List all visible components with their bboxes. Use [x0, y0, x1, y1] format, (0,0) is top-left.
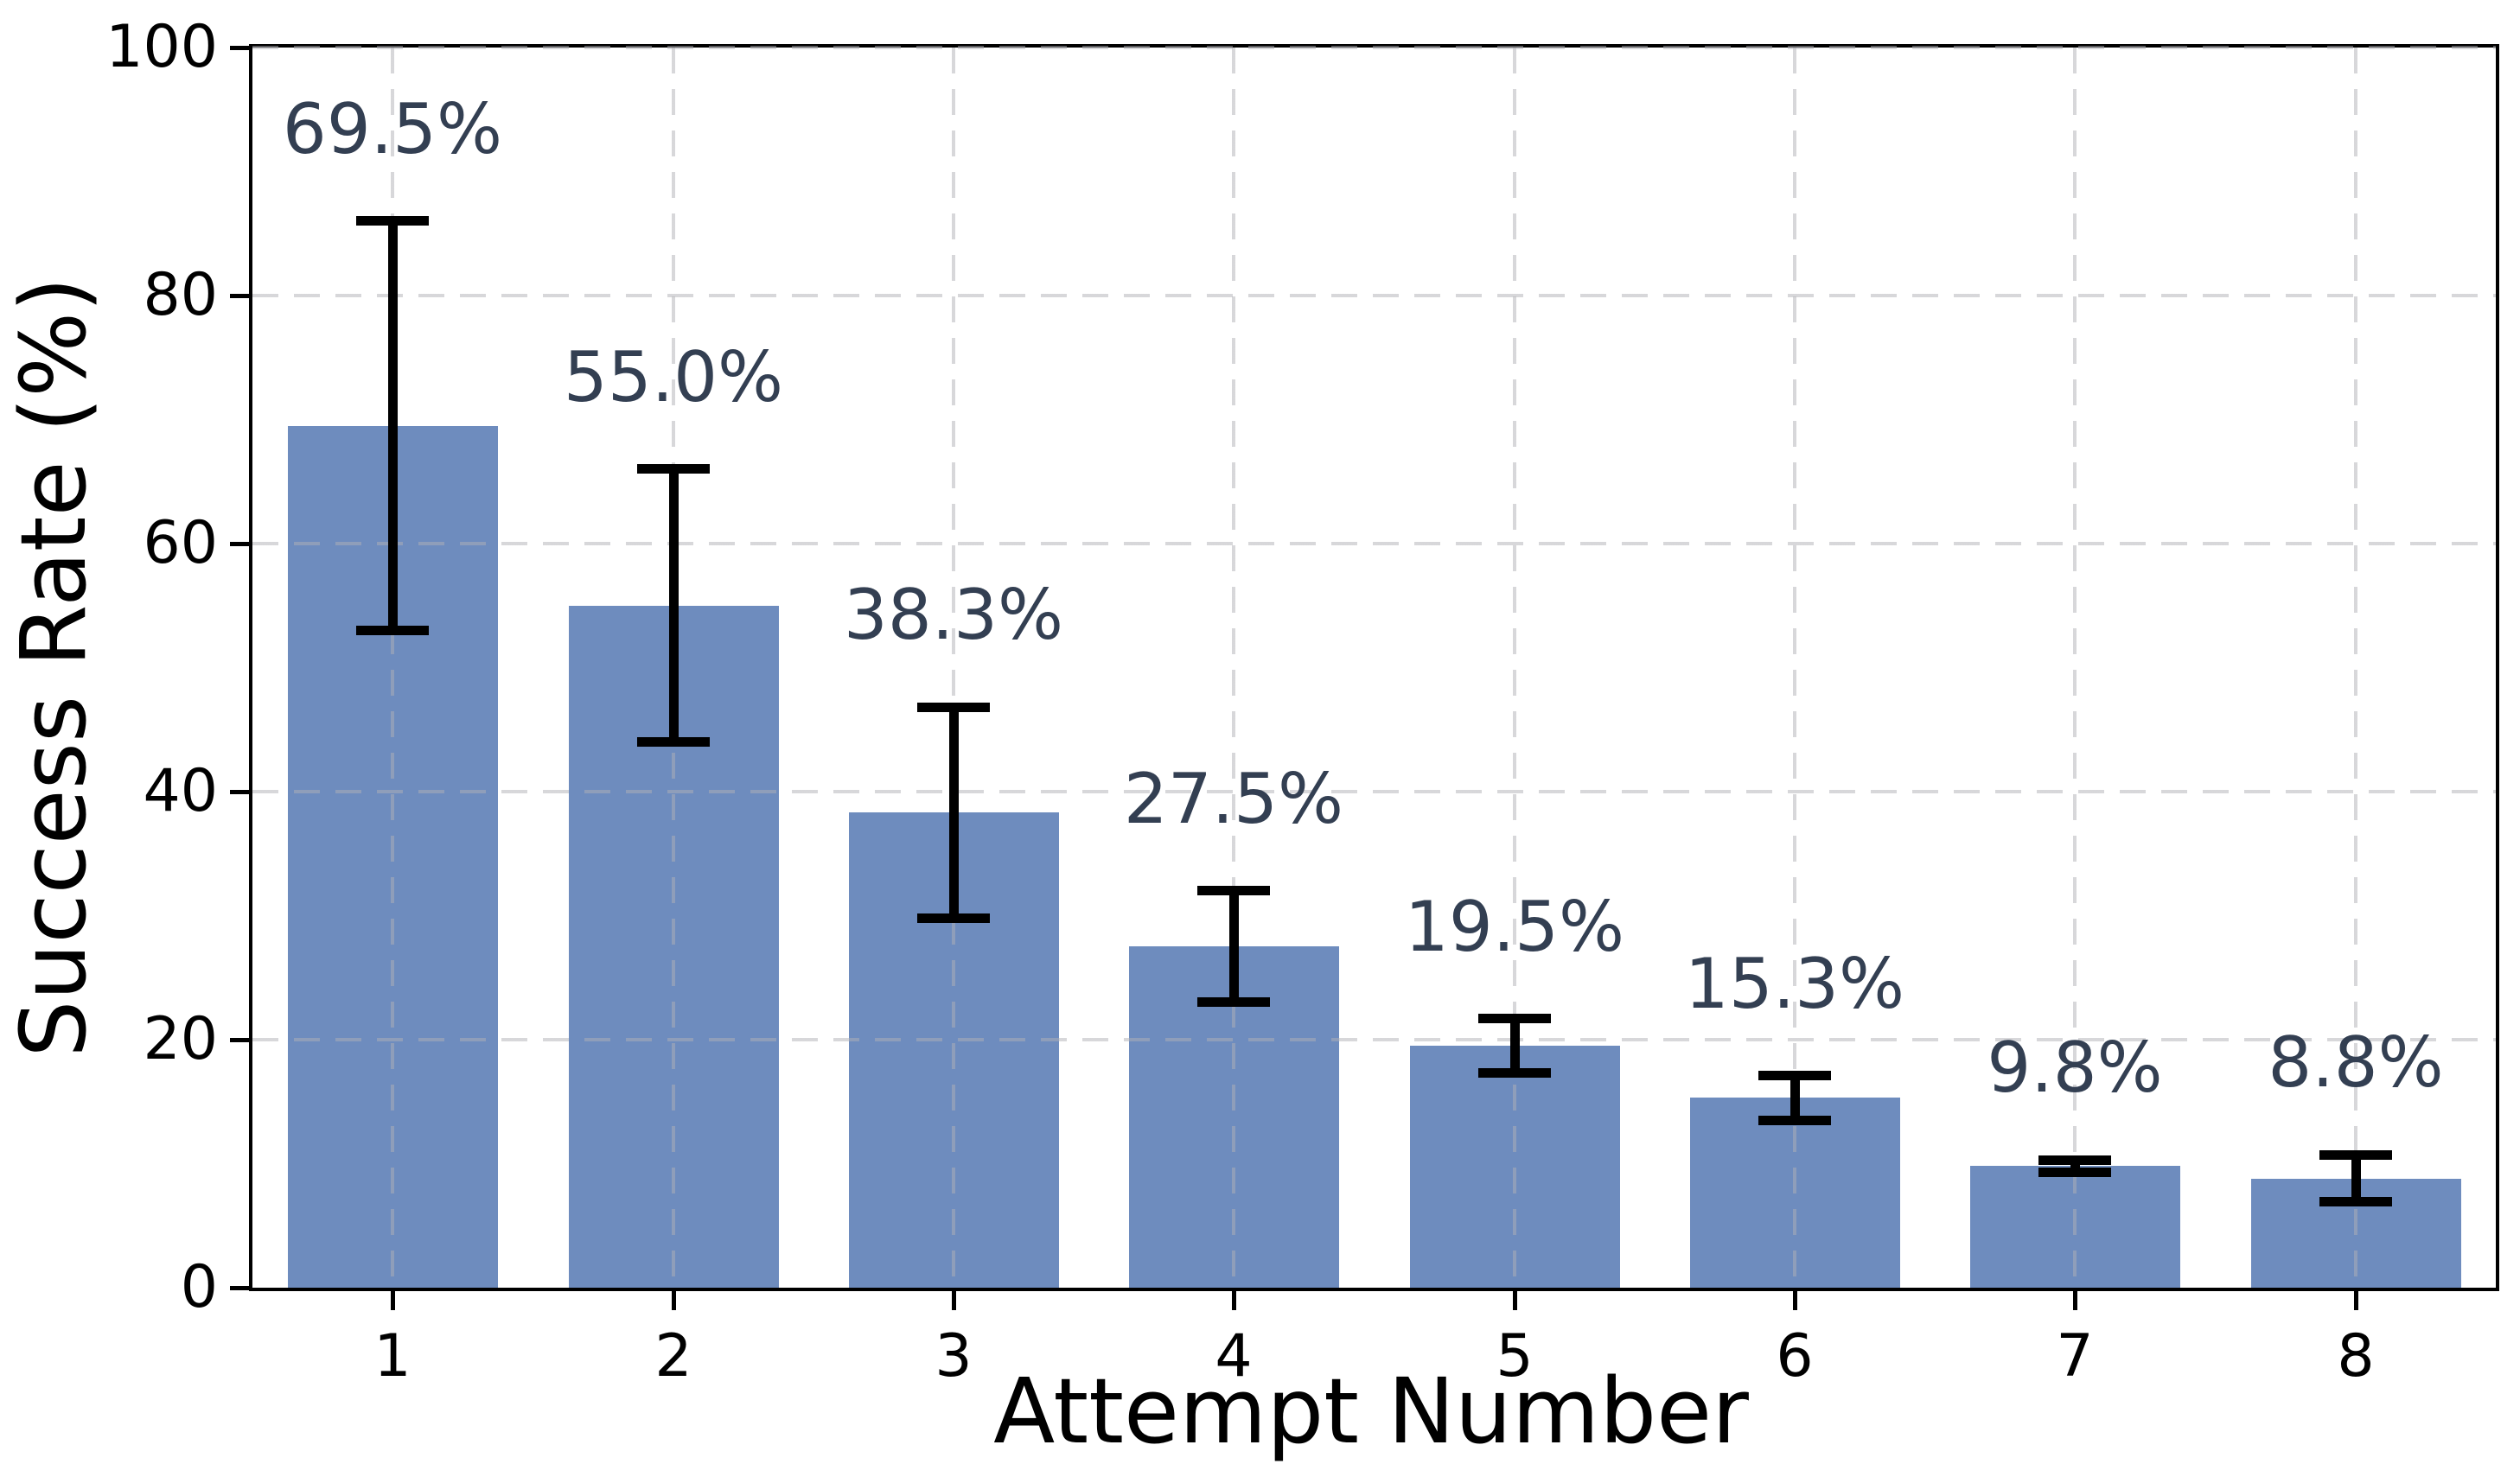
error-bar-cap-top: [1478, 1014, 1551, 1024]
error-bar-cap-top: [2319, 1149, 2392, 1160]
error-bar-cap-bottom: [1758, 1115, 1831, 1125]
error-bar-cap-top: [1758, 1071, 1831, 1081]
bar-value-label: 38.3%: [843, 575, 1064, 656]
x-tick-label: 2: [654, 1322, 692, 1391]
v-gridline: [2354, 48, 2357, 1288]
y-tick-mark: [230, 1037, 249, 1042]
x-tick-mark: [951, 1291, 956, 1310]
x-tick-label: 4: [1215, 1322, 1253, 1391]
v-gridline: [1793, 48, 1796, 1288]
v-gridline: [1513, 48, 1516, 1288]
bar-value-label: 9.8%: [1987, 1028, 2163, 1109]
v-gridline: [1232, 48, 1235, 1288]
y-tick-mark: [230, 1285, 249, 1290]
error-bar-cap-top: [917, 702, 990, 712]
x-tick-mark: [1512, 1291, 1517, 1310]
error-bar-cap-top: [2038, 1155, 2111, 1165]
x-tick-mark: [2353, 1291, 2358, 1310]
bar-value-label: 15.3%: [1684, 943, 1905, 1024]
x-tick-mark: [390, 1291, 395, 1310]
bar-value-label: 69.5%: [282, 88, 503, 169]
error-bar-cap-bottom: [2319, 1197, 2392, 1207]
y-tick-mark: [230, 789, 249, 794]
bar-value-label: 19.5%: [1404, 886, 1625, 967]
x-tick-mark: [2072, 1291, 2077, 1310]
error-bar-cap-bottom: [917, 913, 990, 923]
y-tick-label: 100: [105, 13, 218, 81]
x-tick-label: 3: [935, 1322, 973, 1391]
x-tick-label: 8: [2337, 1322, 2375, 1391]
v-gridline: [2073, 48, 2077, 1288]
error-bar-line: [1509, 1018, 1520, 1073]
error-bar-cap-top: [1197, 886, 1270, 896]
v-gridline: [952, 48, 955, 1288]
y-tick-mark: [230, 541, 249, 546]
error-bar-cap-bottom: [356, 625, 429, 635]
y-tick-mark: [230, 45, 249, 50]
bar-value-label: 27.5%: [1123, 758, 1344, 839]
error-bar-cap-bottom: [1478, 1068, 1551, 1079]
error-bar-line: [2351, 1155, 2361, 1202]
error-bar-line: [387, 220, 398, 631]
bar-value-label: 8.8%: [2268, 1022, 2444, 1104]
x-tick-label: 5: [1496, 1322, 1534, 1391]
y-tick-label: 20: [143, 1005, 218, 1073]
x-tick-label: 6: [1776, 1322, 1814, 1391]
y-tick-label: 60: [143, 509, 218, 577]
error-bar-line: [1228, 890, 1239, 1002]
x-tick-label: 7: [2056, 1322, 2094, 1391]
error-bar-cap-bottom: [637, 737, 710, 748]
error-bar-cap-top: [637, 464, 710, 474]
h-gridline: [252, 46, 2496, 49]
h-gridline: [252, 790, 2496, 793]
x-tick-mark: [1231, 1291, 1236, 1310]
error-bar-cap-bottom: [1197, 997, 1270, 1008]
x-tick-label: 1: [373, 1322, 411, 1391]
error-bar-line: [668, 468, 679, 742]
y-axis-label: Success Rate (%): [0, 277, 106, 1058]
y-tick-label: 40: [143, 757, 218, 825]
x-axis-label: Attempt Number: [993, 1359, 1749, 1464]
error-bar-line: [1790, 1075, 1800, 1121]
error-bar-cap-top: [356, 216, 429, 226]
error-bar-line: [2070, 1160, 2080, 1173]
h-gridline: [252, 542, 2496, 545]
h-gridline: [252, 294, 2496, 297]
plot-area: 69.5% 55.0% 38.3% 27.5% 19.5% 15.3% 9.8% 8.8%: [249, 44, 2499, 1291]
bar-value-label: 55.0%: [563, 336, 784, 417]
y-tick-mark: [230, 293, 249, 298]
error-bar-cap-bottom: [2038, 1168, 2111, 1178]
h-gridline: [252, 1038, 2496, 1041]
x-tick-mark: [671, 1291, 676, 1310]
x-tick-mark: [1792, 1291, 1797, 1310]
v-gridline: [391, 48, 394, 1288]
error-bar-line: [948, 707, 959, 919]
y-tick-label: 80: [143, 261, 218, 329]
y-tick-label: 0: [180, 1253, 218, 1321]
